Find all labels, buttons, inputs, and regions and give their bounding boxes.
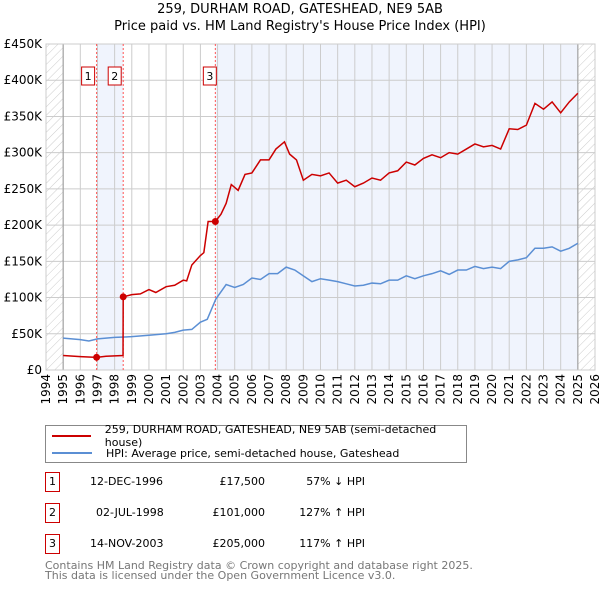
transaction-price: £17,500 <box>219 475 266 488</box>
x-tick-label: 2018 <box>451 374 465 405</box>
x-tick-label: 2023 <box>537 374 551 405</box>
no-data-hatch <box>46 44 64 370</box>
legend-label: HPI: Average price, semi-detached house,… <box>106 446 400 460</box>
sale-badge-label: 3 <box>206 70 213 83</box>
transaction-badge: 3 <box>45 534 60 554</box>
x-tick-label: 2003 <box>193 374 207 405</box>
x-tick-label: 2012 <box>348 374 362 405</box>
x-tick-label: 2025 <box>571 374 585 405</box>
sale-badge-label: 1 <box>85 70 92 83</box>
chart-plot: 1994 1995 1996 1997 1998 1999 2000 2001 2002 2003… <box>4 37 600 405</box>
y-tick-label: £250K <box>4 182 44 196</box>
sale-badge <box>107 66 122 86</box>
sale-badge <box>202 66 217 86</box>
footer-copyright: Contains HM Land Registry data © Crown c… <box>45 559 473 572</box>
y-tick-label: £50K <box>11 327 43 341</box>
y-tick-label: £200K <box>4 218 44 232</box>
chart-subtitle: Price paid vs. HM Land Registry's House … <box>114 19 486 34</box>
transaction-hpi-diff: 127% ↑ HPI <box>299 506 365 519</box>
transaction-hpi-diff: 57% ↓ HPI <box>306 475 365 488</box>
x-tick-label: 2026 <box>588 374 600 405</box>
x-tick-label: 2015 <box>399 374 413 405</box>
y-tick-label: £350K <box>4 109 44 123</box>
legend-swatch-red <box>52 435 91 437</box>
y-tick-label: £450K <box>4 37 44 51</box>
x-tick-label: 1998 <box>108 374 122 405</box>
ownership-shade <box>215 44 578 370</box>
x-tick-label: 2022 <box>519 374 533 405</box>
y-tick-label: £100K <box>4 291 44 305</box>
x-tick-label: 2006 <box>245 374 259 405</box>
hpi-line <box>63 242 579 342</box>
transaction-date: 02-JUL-1998 <box>96 506 164 519</box>
x-tick-label: 2014 <box>382 374 396 405</box>
x-tick-label: 1999 <box>125 374 139 405</box>
transaction-date: 14-NOV-2003 <box>90 537 164 550</box>
x-tick-label: 2013 <box>365 374 379 405</box>
transaction-hpi-diff: 117% ↑ HPI <box>299 537 365 550</box>
y-tick-label: £0 <box>27 363 42 377</box>
sale-badge-label: 2 <box>111 70 118 83</box>
price-paid-line <box>63 92 579 359</box>
legend-item-property: 259, DURHAM ROAD, GATESHEAD, NE9 5AB (se… <box>46 423 466 449</box>
x-tick-label: 1994 <box>39 374 53 405</box>
x-tick-label: 2000 <box>142 374 156 405</box>
x-tick-label: 2005 <box>228 374 242 405</box>
ownership-shade <box>96 44 124 370</box>
legend: 259, DURHAM ROAD, GATESHEAD, NE9 5AB (se… <box>45 423 467 463</box>
sale-point <box>211 217 219 225</box>
no-data-hatch <box>577 44 595 370</box>
x-tick-label: 2002 <box>176 374 190 405</box>
sale-badge <box>81 66 96 86</box>
footer-licence: This data is licensed under the Open Gov… <box>45 569 396 582</box>
x-tick-label: 2016 <box>416 374 430 405</box>
x-tick-label: 2004 <box>211 374 225 405</box>
x-tick-label: 2001 <box>159 374 173 405</box>
legend-item-hpi: HPI: Average price, semi-detached house,… <box>46 445 399 461</box>
transaction-price: £205,000 <box>212 537 266 550</box>
x-tick-label: 2020 <box>485 374 499 405</box>
chart-title: 259, DURHAM ROAD, GATESHEAD, NE9 5AB <box>157 2 443 17</box>
x-tick-label: 2019 <box>468 374 482 405</box>
x-tick-label: 2007 <box>262 374 276 405</box>
y-tick-label: £150K <box>4 254 44 268</box>
x-tick-label: 2017 <box>434 374 448 405</box>
legend-label: 259, DURHAM ROAD, GATESHEAD, NE9 5AB (se… <box>104 423 437 449</box>
sale-point <box>93 353 101 361</box>
x-tick-label: 2010 <box>314 374 328 405</box>
legend-swatch-blue <box>52 452 92 454</box>
transaction-date: 12-DEC-1996 <box>90 475 164 488</box>
x-tick-label: 1996 <box>73 374 87 405</box>
sale-point <box>119 293 127 301</box>
x-tick-label: 1995 <box>56 374 70 405</box>
x-tick-label: 2021 <box>502 374 516 405</box>
transaction-badge: 2 <box>45 503 60 523</box>
transaction-price: £101,000 <box>212 506 266 519</box>
plot-border <box>45 43 596 371</box>
x-tick-label: 2024 <box>554 374 568 405</box>
y-tick-label: £300K <box>4 146 44 160</box>
x-tick-label: 2009 <box>296 374 310 405</box>
x-tick-label: 2008 <box>279 374 293 405</box>
x-tick-label: 2011 <box>331 374 345 405</box>
y-tick-label: £400K <box>4 73 44 87</box>
x-tick-label: 1997 <box>90 374 104 405</box>
transaction-badge: 1 <box>45 472 60 492</box>
